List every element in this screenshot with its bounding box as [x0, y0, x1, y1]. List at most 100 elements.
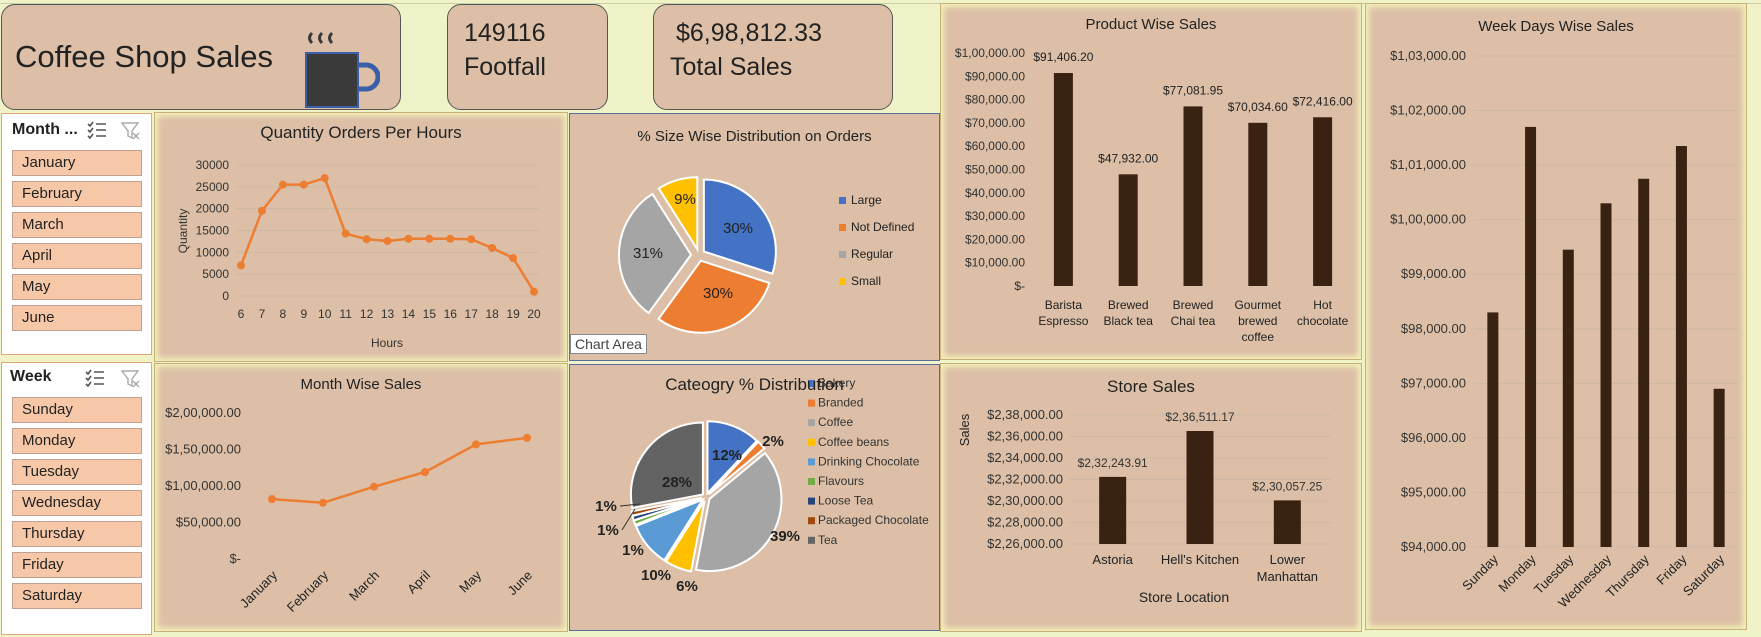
y-tick-label: $1,50,000.00 [165, 442, 241, 457]
month-slicer-item-march[interactable]: March [12, 212, 142, 238]
pie-slice [694, 451, 783, 573]
x-tick-label: 17 [465, 307, 479, 321]
size-distribution-chart[interactable]: % Size Wise Distribution on Orders 30% 30… [569, 113, 940, 361]
clear-filter-icon[interactable] [120, 368, 142, 388]
y-tick-label: 15000 [196, 224, 230, 238]
week-slicer[interactable]: Week Sunday Monday Tuesday Wednesday Thursda… [1, 362, 152, 635]
bar [1638, 178, 1650, 547]
y-tick-label: $1,00,000.00 [955, 46, 1025, 60]
week-slicer-item-wednesday[interactable]: Wednesday [12, 490, 142, 516]
slice-label: 1% [597, 522, 619, 539]
legend-swatch [808, 380, 815, 387]
month-slicer-item-january[interactable]: January [12, 150, 142, 176]
slice-label: 30% [723, 220, 753, 237]
data-point [425, 234, 434, 243]
month-slicer-item-may[interactable]: May [12, 274, 142, 300]
data-point [383, 236, 392, 245]
weekday-sales-chart[interactable]: Week Days Wise Sales $94,000.00 $95,000.0… [1366, 4, 1746, 629]
leader-line [619, 503, 641, 507]
y-tick-label: $95,000.00 [1401, 484, 1466, 499]
legend-label: Coffee beans [818, 435, 889, 449]
x-tick-label: Astoria [1092, 552, 1133, 567]
x-tick-label: Sunday [1459, 551, 1501, 593]
legend-label: Not Defined [851, 220, 914, 234]
legend-swatch [808, 536, 815, 544]
x-tick-label: 13 [381, 307, 395, 321]
legend-swatch [839, 224, 846, 231]
week-slicer-item-tuesday[interactable]: Tuesday [12, 459, 142, 485]
month-slicer-item-april[interactable]: April [12, 243, 142, 269]
x-tick-label: Friday [1653, 551, 1689, 587]
x-tick-label: 11 [339, 307, 352, 321]
series-line [271, 436, 528, 505]
month-slicer[interactable]: Month ... January February March April May Ju… [1, 113, 152, 355]
data-point [237, 261, 245, 270]
legend-label: Tea [818, 533, 838, 547]
week-slicer-item-monday[interactable]: Monday [12, 428, 142, 454]
chart-title: % Size Wise Distribution on Orders [637, 128, 872, 145]
page-title: Coffee Shop Sales [15, 39, 273, 74]
y-tick-label: $10,000.00 [965, 256, 1025, 270]
data-point [421, 468, 429, 477]
slice-label: 1% [622, 542, 644, 559]
category-distribution-chart[interactable]: Cateogry % Distribution 12% 2% 39% 6% 10% 1% 1… [569, 364, 940, 631]
bar [1183, 106, 1203, 287]
y-tick-label: 25000 [196, 180, 230, 194]
clear-filter-icon[interactable] [120, 120, 142, 140]
chart-area-tooltip: Chart Area [570, 334, 647, 354]
data-label: $77,081.95 [1163, 83, 1223, 97]
x-tick-label: Barista Espresso [1038, 298, 1088, 328]
legend-swatch [839, 251, 846, 258]
legend-swatch [808, 419, 815, 427]
month-slicer-item-february[interactable]: February [12, 181, 142, 207]
bar [1562, 249, 1574, 547]
legend-label: Coffee [818, 415, 853, 429]
chart-title: Week Days Wise Sales [1478, 18, 1634, 35]
legend-swatch [808, 517, 815, 525]
legend-swatch [808, 497, 815, 505]
slice-label: 2% [762, 433, 784, 450]
bar [1118, 174, 1138, 286]
data-point [523, 433, 531, 442]
week-slicer-item-friday[interactable]: Friday [12, 552, 142, 578]
x-tick-label: February [284, 567, 332, 615]
title-card: Coffee Shop Sales [1, 4, 401, 110]
multi-select-icon[interactable] [84, 368, 106, 388]
y-tick-label: $20,000.00 [965, 232, 1025, 246]
footfall-label: Footfall [464, 53, 546, 81]
y-tick-label: 30000 [196, 158, 230, 172]
pie-slice [634, 497, 706, 562]
multi-select-icon[interactable] [86, 120, 108, 140]
month-sales-chart[interactable]: Month Wise Sales $- $50,000.00 $1,00,000.0… [155, 364, 567, 631]
x-tick-label: June [505, 568, 536, 599]
quantity-orders-chart[interactable]: Quantity Orders Per Hours 0 5000 10000 1500… [155, 113, 567, 361]
y-tick-label: $2,00,000.00 [165, 405, 241, 420]
legend-swatch [808, 478, 815, 485]
week-slicer-item-saturday[interactable]: Saturday [12, 583, 142, 609]
y-tick-label: $2,32,000.00 [987, 472, 1063, 487]
store-sales-chart[interactable]: Store Sales $2,26,000.00 $2,28,000.00 $2,3… [941, 364, 1361, 631]
y-tick-label: 10000 [196, 245, 230, 259]
y-tick-label: $30,000.00 [965, 209, 1025, 223]
data-point [257, 206, 266, 215]
y-tick-label: $2,26,000.00 [987, 536, 1063, 551]
product-sales-chart[interactable]: Product Wise Sales $- $10,000.00 $20,000.0… [941, 4, 1361, 359]
week-slicer-item-sunday[interactable]: Sunday [12, 397, 142, 423]
week-slicer-item-thursday[interactable]: Thursday [12, 521, 142, 547]
legend-swatch [808, 458, 815, 466]
chart-title: Product Wise Sales [1085, 16, 1217, 33]
data-label: $2,36,511.17 [1165, 410, 1235, 424]
x-tick-label: 8 [280, 307, 287, 321]
slice-label: 9% [674, 191, 696, 208]
data-label: $70,034.60 [1228, 100, 1288, 114]
y-tick-label: 0 [222, 289, 229, 303]
slice-label: 1% [595, 498, 617, 515]
legend-label: Branded [818, 396, 863, 410]
month-slicer-item-june[interactable]: June [12, 305, 142, 331]
x-axis-title: Hours [371, 336, 403, 350]
bar [1313, 117, 1333, 286]
bar [1525, 126, 1537, 547]
x-tick-label: 6 [238, 307, 245, 321]
data-point [341, 229, 350, 238]
y-tick-label: $96,000.00 [1401, 430, 1466, 445]
